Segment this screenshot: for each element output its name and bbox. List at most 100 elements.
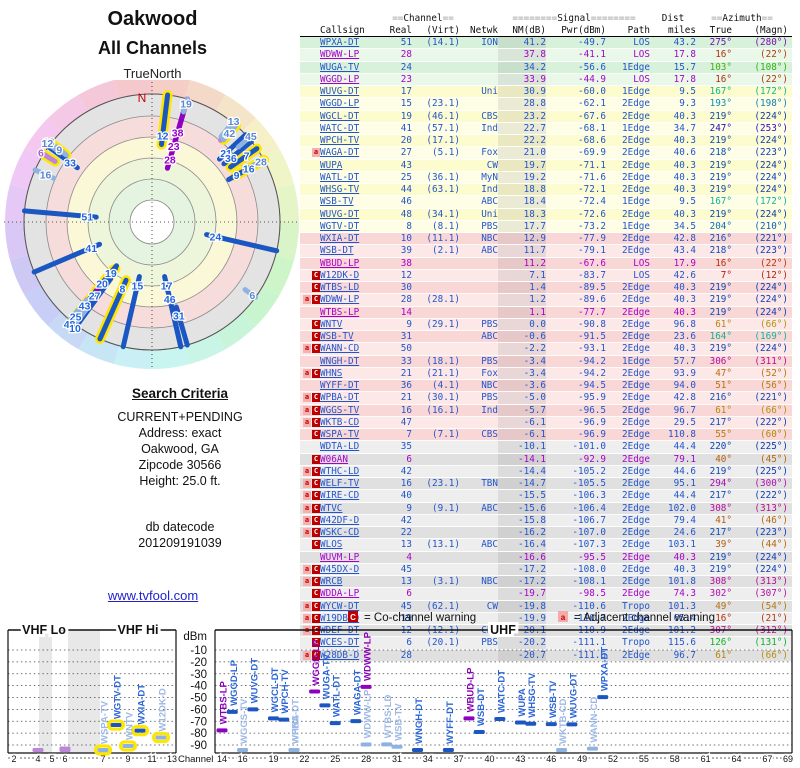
noise-margin: 18.3 [498,208,546,220]
callsign-link[interactable]: WSPA-TV [320,429,360,441]
power: -72.6 [578,208,606,220]
callsign-link[interactable]: WYFF-DT [320,380,360,392]
callsign-link[interactable]: WUPA [320,159,343,171]
network: CBS [481,110,498,122]
dbm-tick: -40 [190,681,207,693]
callsign-link[interactable]: WPBA-DT [320,392,360,404]
azimuth-true: 61° [715,404,732,416]
callsign-link[interactable]: WSB-DT [320,245,354,257]
db-datecode: db datecode 201209191039 [55,519,305,551]
power: -107.0 [572,527,606,539]
callsign-link[interactable]: WGGD-LP [320,98,360,110]
column-header: Pwr(dBm) [561,24,606,36]
noise-margin: -19.8 [498,600,546,612]
callsign-link[interactable]: WELF-TV [320,478,360,490]
channel-signal-bar [159,92,171,148]
channel-real: 9 [406,502,412,514]
channel-real: 19 [400,612,412,624]
channel-virtual: (36.1) [426,171,460,183]
callsign-link[interactable]: WDTA-LD [320,441,360,453]
callsign-link[interactable]: WPCH-TV [320,135,360,147]
callsign-link[interactable]: WUVM-LP [320,551,360,563]
channel-virtual: (57.1) [426,122,460,134]
channel-tick: 61 [701,754,711,764]
uhf-title: UHF [490,623,516,637]
callsign-link[interactable]: W42DF-D [320,514,360,526]
callsign-link[interactable]: WGGD-LP [320,73,360,85]
channel-tick: 4 [35,754,40,764]
callsign-link[interactable]: WPXA-DT [320,37,360,49]
azimuth-true: 167° [709,86,732,98]
power: -92.9 [578,453,606,465]
callsign-link[interactable]: WTVC [320,502,343,514]
table-row: a C WTHC-LD 42 -14.4 -105.2 2Edge 44.6 219° (225°… [300,465,792,478]
station-callsign-label: WPBA-DT [291,699,302,744]
path: 2Edge [622,159,650,171]
callsign-link[interactable]: WGTV-DT [320,220,360,232]
callsign-link[interactable]: WLOS [320,539,343,551]
callsign-link[interactable]: WBUD-LP [320,257,360,269]
distance-miles: 15.7 [673,61,696,73]
azimuth-magnetic: (12°) [760,269,788,281]
callsign-link[interactable]: WATC-DT [320,122,360,134]
callsign-link[interactable]: WHNS [320,367,343,379]
callsign-link[interactable]: WYCW-DT [320,600,360,612]
callsign-link[interactable]: WTBS-LD [320,282,360,294]
callsign-link[interactable]: WXIA-DT [320,233,360,245]
distance-miles: 94.0 [673,380,696,392]
co-channel-warning-icon: C [312,344,320,354]
channel-signal-bar [163,280,184,350]
channel-tick: 5 [49,754,54,764]
path: 2Edge [622,490,650,502]
callsign-link[interactable]: WTHC-LD [320,465,360,477]
callsign-link[interactable]: WSKC-CD [320,527,360,539]
callsign-link[interactable]: WDWW-LP [320,49,360,61]
channel-real: 28 [400,294,412,306]
azimuth-magnetic: (223°) [754,245,788,257]
callsign-link[interactable]: WUVG-DT [320,86,360,98]
callsign-link[interactable]: WATL-DT [320,171,360,183]
azimuth-true: 47° [715,367,732,379]
callsign-link[interactable]: WAGA-DT [320,147,360,159]
signal-bar [442,748,454,752]
callsign-link[interactable]: W28DB-D [320,649,360,661]
path: 2Edge [622,539,650,551]
callsign-link[interactable]: WTBS-LP [320,306,360,318]
callsign-link[interactable]: W19DB-D [320,612,360,624]
callsign-link[interactable]: WDWW-LP [320,294,360,306]
callsign-link[interactable]: WRCB [320,576,343,588]
callsign-link[interactable]: WDDA-LP [320,588,360,600]
callsign-link[interactable]: WNGH-DT [320,355,360,367]
tvfool-link[interactable]: www.tvfool.com [107,588,199,603]
channel-number-label: 42 [224,128,236,140]
network: ION [481,37,498,49]
callsign-link[interactable]: W12DK-D [320,269,360,281]
channel-number-label: 13 [228,116,240,128]
callsign-link[interactable]: WIRE-CD [320,490,360,502]
callsign-link[interactable]: WGCL-DT [320,110,360,122]
channel-virtual: (4.1) [432,380,460,392]
callsign-link[interactable]: W06AN [320,453,348,465]
callsign-link[interactable]: WKTB-CD [320,416,360,428]
callsign-link[interactable]: WSB-TV [320,331,354,343]
callsign-link[interactable]: WCES-DT [320,637,360,649]
callsign-link[interactable]: W45DX-D [320,563,360,575]
callsign-link[interactable]: WGGS-TV [320,404,360,416]
adjacent-channel-legend-label: = Adjacent channel warning [574,612,715,624]
callsign-link[interactable]: WUGA-TV [320,61,360,73]
path: LOS [633,49,650,61]
callsign-link[interactable]: WHSG-TV [320,184,360,196]
callsign-link[interactable]: WNTV [320,318,343,330]
path: 2Edge [622,465,650,477]
adjacent-channel-warning-icon: a [303,491,311,501]
channel-tick: 7 [100,754,105,764]
table-body: WPXA-DT 51 (14.1) ION 41.2 -49.7 LOS 43.2 275° (2… [300,37,792,662]
bar-highlight [151,731,171,744]
callsign-link[interactable]: WUVG-DT [320,208,360,220]
network: TBN [481,478,498,490]
azimuth-true: 167° [709,196,732,208]
callsign-link[interactable]: WSB-TV [320,196,354,208]
path: 1Edge [622,196,650,208]
callsign-link[interactable]: WANN-CD [320,343,360,355]
